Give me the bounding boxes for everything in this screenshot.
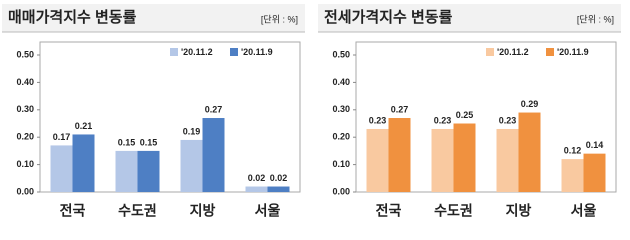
y-tick-label: 0.50 bbox=[332, 49, 350, 59]
bar bbox=[453, 123, 476, 192]
unit-label: [단위 : %] bbox=[261, 14, 298, 24]
unit-label: [단위 : %] bbox=[577, 14, 614, 24]
value-label: 0.23 bbox=[499, 115, 517, 125]
bar bbox=[115, 150, 138, 192]
bar bbox=[245, 186, 268, 192]
bar bbox=[137, 150, 160, 192]
value-label: 0.15 bbox=[118, 137, 136, 147]
legend-swatch bbox=[546, 48, 554, 56]
value-label: 0.12 bbox=[564, 145, 582, 155]
bar bbox=[561, 159, 584, 192]
bar bbox=[518, 112, 541, 192]
y-tick-label: 0.40 bbox=[16, 77, 34, 87]
bar bbox=[202, 118, 225, 192]
legend-label: '20.11.2 bbox=[497, 47, 529, 57]
bar bbox=[267, 186, 290, 192]
legend-swatch bbox=[230, 48, 238, 56]
chart-title: 매매가격지수 변동률 bbox=[8, 8, 137, 26]
x-tick-label: 지방 bbox=[506, 203, 532, 219]
y-tick-label: 0.00 bbox=[16, 186, 34, 196]
value-label: 0.23 bbox=[369, 115, 387, 125]
legend-label: '20.11.9 bbox=[241, 47, 273, 57]
plot-frame bbox=[355, 41, 617, 193]
legend-label: '20.11.9 bbox=[557, 47, 589, 57]
legend-swatch bbox=[170, 48, 178, 56]
x-tick-label: 서울 bbox=[571, 203, 597, 219]
value-label: 0.15 bbox=[140, 137, 158, 147]
y-tick-label: 0.40 bbox=[332, 77, 350, 87]
legend-label: '20.11.2 bbox=[181, 47, 213, 57]
bar bbox=[388, 118, 411, 192]
bar bbox=[72, 134, 95, 192]
value-label: 0.29 bbox=[521, 99, 539, 109]
bar bbox=[50, 145, 73, 192]
title-band bbox=[318, 4, 621, 32]
value-label: 0.21 bbox=[75, 121, 93, 131]
bar bbox=[583, 153, 606, 192]
bar bbox=[496, 128, 519, 192]
x-tick-label: 수도권 bbox=[118, 203, 157, 219]
y-tick-label: 0.10 bbox=[16, 159, 34, 169]
chart-title: 전세가격지수 변동률 bbox=[324, 8, 453, 26]
x-tick-label: 수도권 bbox=[434, 203, 473, 219]
bar bbox=[431, 128, 454, 192]
legend-swatch bbox=[486, 48, 494, 56]
charts: 매매가격지수 변동률 [단위 : %] 0.00 0.10 0.20 0.30 0.40 0.… bbox=[2, 4, 621, 219]
bar bbox=[180, 139, 203, 192]
x-tick-label: 전국 bbox=[60, 203, 86, 219]
y-tick-label: 0.20 bbox=[16, 132, 34, 142]
title-band bbox=[2, 4, 305, 32]
value-label: 0.02 bbox=[248, 173, 266, 183]
page: 매매가격지수 변동률 [단위 : %] 0.00 0.10 0.20 0.30 0.40 0.… bbox=[2, 4, 621, 219]
y-tick-label: 0.10 bbox=[332, 159, 350, 169]
bar bbox=[366, 128, 389, 192]
y-tick-label: 0.20 bbox=[332, 132, 350, 142]
value-label: 0.17 bbox=[53, 132, 71, 142]
value-label: 0.14 bbox=[586, 140, 604, 150]
y-tick-label: 0.30 bbox=[16, 104, 34, 114]
value-label: 0.25 bbox=[456, 110, 474, 120]
value-label: 0.02 bbox=[270, 173, 288, 183]
value-label: 0.27 bbox=[391, 104, 409, 114]
y-tick-label: 0.00 bbox=[332, 186, 350, 196]
value-label: 0.19 bbox=[183, 126, 201, 136]
x-tick-label: 전국 bbox=[376, 203, 402, 219]
y-tick-label: 0.30 bbox=[332, 104, 350, 114]
plot-frame bbox=[39, 41, 301, 193]
value-label: 0.27 bbox=[205, 104, 223, 114]
x-tick-label: 지방 bbox=[190, 203, 216, 219]
y-tick-label: 0.50 bbox=[16, 49, 34, 59]
x-tick-label: 서울 bbox=[255, 203, 281, 219]
value-label: 0.23 bbox=[434, 115, 452, 125]
